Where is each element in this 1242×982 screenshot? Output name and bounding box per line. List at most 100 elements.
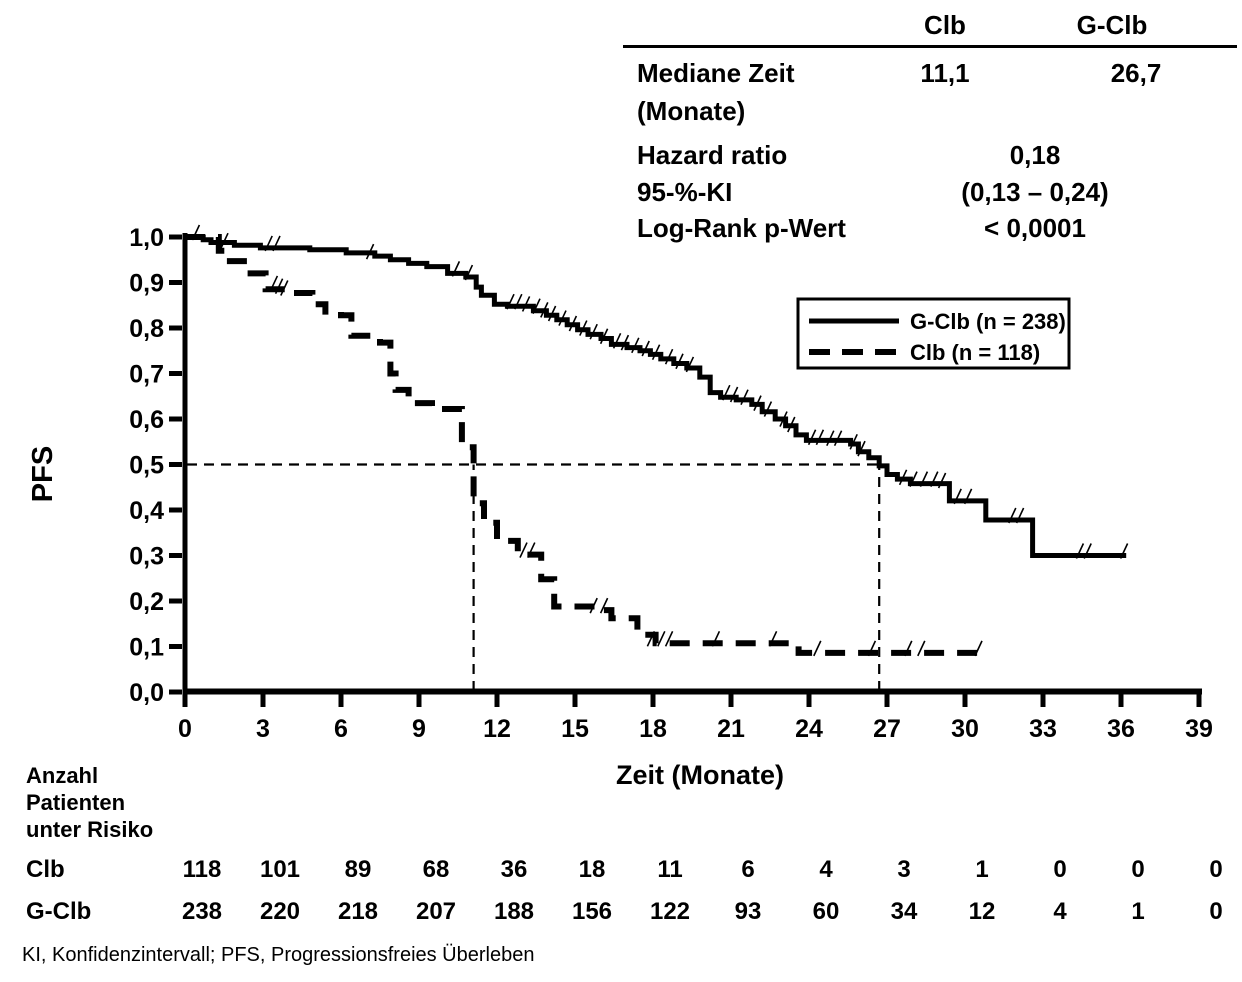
x-axis-title: Zeit (Monate) (616, 760, 784, 790)
x-tick-label: 21 (717, 715, 745, 743)
x-tick-label: 27 (873, 715, 901, 743)
stats-p-label: Log-Rank p-Wert (637, 213, 846, 243)
y-tick-label: 0,2 (129, 588, 164, 616)
y-tick-label: 0,8 (129, 315, 164, 343)
x-tick-label: 36 (1107, 715, 1135, 743)
y-tick-label: 0,9 (129, 270, 164, 298)
risk-row-label-clb: Clb (26, 856, 65, 883)
risk-count: 101 (259, 856, 301, 883)
generated-chart-layer: 0,00,10,20,30,40,50,60,70,80,91,00 3 6 9 12 1… (129, 224, 1213, 743)
censor-mark-g-clb (807, 429, 817, 446)
censor-mark-clb (917, 640, 926, 657)
km-curve-g-clb (185, 234, 1127, 558)
censor-mark-clb (974, 640, 983, 657)
y-tick-label: 0,4 (129, 497, 164, 525)
risk-header-line2: Patienten (26, 790, 126, 815)
risk-count: 36 (500, 856, 528, 883)
censor-mark-g-clb (1008, 507, 1017, 524)
censor-mark-g-clb (722, 384, 731, 401)
censor-mark-g-clb (664, 348, 674, 365)
x-tick-label: 12 (483, 715, 511, 743)
censor-mark-g-clb (857, 440, 866, 457)
censor-mark-g-clb (521, 296, 531, 312)
x-tick-label: 15 (561, 715, 589, 743)
censor-mark-g-clb (558, 310, 567, 326)
censor-mark-g-clb (620, 334, 630, 351)
censor-mark-g-clb (547, 305, 557, 322)
risk-count: 6 (741, 856, 755, 883)
risk-count: 218 (337, 898, 379, 925)
risk-header-line1: Anzahl (26, 763, 99, 788)
censor-mark-clb (657, 630, 666, 647)
censor-mark-clb (274, 278, 284, 295)
censor-mark-g-clb (220, 232, 229, 249)
censor-mark-g-clb (264, 235, 273, 252)
censor-mark-g-clb (612, 332, 622, 349)
censor-mark-g-clb (540, 302, 549, 318)
legend-label-clb: Clb (n = 118) (910, 340, 1040, 365)
risk-count: 1 (1131, 898, 1145, 925)
risk-count: 238 (181, 898, 223, 925)
y-tick-label: 0,7 (129, 361, 164, 389)
x-tick-label: 9 (412, 715, 426, 743)
risk-count: 4 (1053, 898, 1067, 925)
stats-table-rule (623, 45, 1237, 48)
censor-mark-g-clb (272, 235, 281, 252)
risk-count: 11 (657, 856, 683, 883)
censor-mark-g-clb (685, 356, 695, 373)
censor-mark-g-clb (532, 298, 541, 315)
censor-mark-g-clb (963, 488, 973, 505)
risk-count: 0 (1053, 856, 1067, 883)
risk-count: 3 (897, 856, 911, 883)
x-tick-label: 33 (1029, 715, 1057, 743)
censor-mark-g-clb (1119, 543, 1129, 559)
stats-p-value: < 0,0001 (984, 213, 1086, 243)
censor-mark-g-clb (506, 293, 515, 310)
stats-median-label-line2: (Monate) (637, 96, 746, 126)
stats-median-clb: 11,1 (920, 58, 970, 88)
km-curve-clb (185, 234, 978, 656)
risk-header-line3: unter Risiko (26, 817, 154, 842)
risk-count: 156 (571, 898, 613, 925)
censor-mark-g-clb (1075, 543, 1085, 559)
censor-mark-g-clb (919, 471, 929, 487)
censor-mark-g-clb (779, 411, 788, 427)
censor-mark-g-clb (599, 328, 609, 345)
censor-mark-g-clb (930, 471, 939, 487)
censor-mark-clb (599, 597, 609, 614)
censor-mark-g-clb (729, 386, 739, 403)
censor-mark-g-clb (451, 261, 461, 277)
stats-hr-value: 0,18 (1009, 140, 1061, 170)
risk-row-label-gclb: G-Clb (26, 898, 92, 925)
risk-count: 93 (734, 898, 762, 925)
censor-mark-g-clb (953, 488, 962, 505)
censor-mark-g-clb (651, 344, 661, 361)
censor-mark-clb (867, 640, 877, 657)
censor-mark-g-clb (763, 401, 773, 417)
censor-mark-clb (768, 630, 778, 647)
censor-mark-clb (269, 275, 279, 292)
censor-mark-g-clb (937, 472, 947, 489)
legend-label-gclb: G-Clb (n = 238) (910, 309, 1066, 334)
censor-mark-g-clb (909, 471, 918, 487)
stats-median-label-line1: Mediane Zeit (637, 58, 795, 88)
legend-box (796, 297, 1071, 370)
censor-mark-g-clb (568, 315, 578, 332)
x-tick-label: 3 (256, 715, 270, 743)
y-tick-label: 0,1 (129, 634, 164, 662)
censor-mark-g-clb (787, 416, 796, 433)
censor-mark-g-clb (833, 430, 843, 446)
risk-count: 34 (890, 898, 918, 925)
risk-count: 220 (259, 898, 301, 925)
censor-mark-clb (904, 640, 913, 657)
risk-count: 18 (578, 856, 606, 883)
legend: G-Clb (n = 238) Clb (n = 118) (796, 297, 1071, 370)
y-tick-label: 0,6 (129, 406, 164, 434)
risk-count: 4 (819, 856, 833, 883)
stats-col-header-clb: Clb (924, 10, 966, 40)
x-tick-label: 18 (639, 715, 667, 743)
risk-count: 118 (182, 856, 222, 883)
censor-mark-clb (519, 542, 528, 558)
y-tick-label: 0,3 (129, 543, 164, 571)
